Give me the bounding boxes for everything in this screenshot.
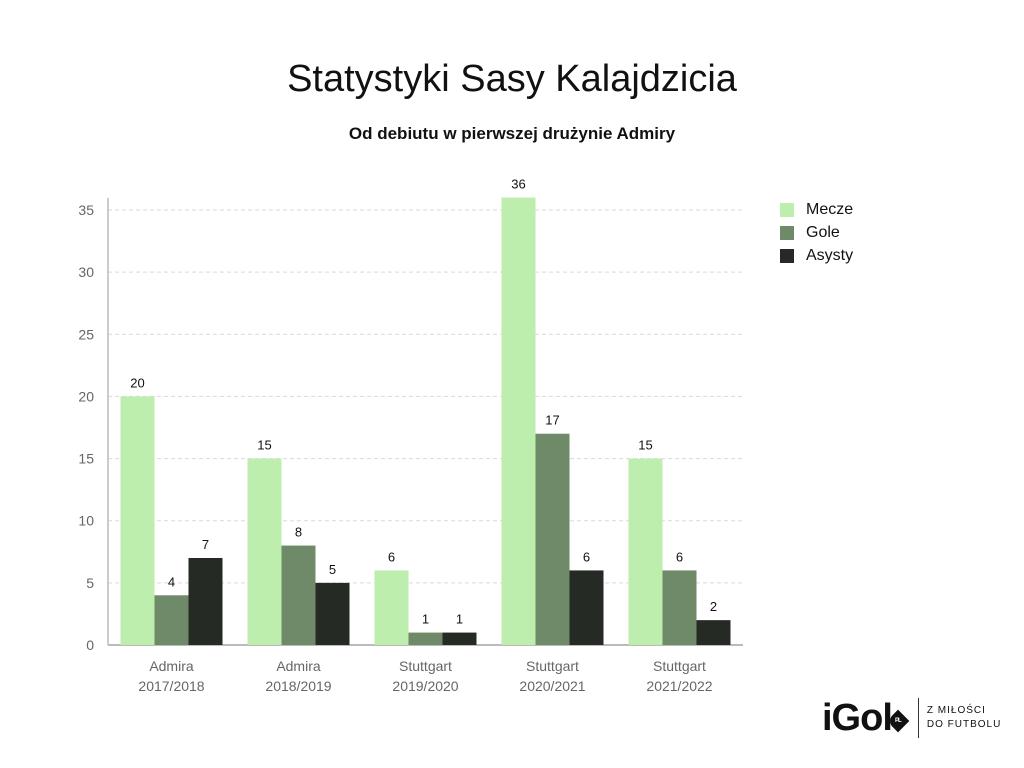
data-label: 15 — [638, 438, 652, 453]
legend-swatch-gole — [780, 226, 794, 240]
y-tick-label: 10 — [78, 513, 94, 529]
legend: Mecze Gole Asysty — [780, 199, 853, 268]
legend-label-gole: Gole — [806, 224, 840, 241]
chart-subtitle: Od debiutu w pierwszej drużynie Admiry — [348, 124, 676, 143]
bar-asysty-1 — [315, 582, 350, 645]
data-label: 1 — [456, 612, 463, 627]
data-label: 20 — [130, 375, 144, 390]
data-label: 17 — [545, 413, 559, 428]
x-tick-label: 2018/2019 — [265, 678, 331, 694]
logo-wordmark: iGol PL — [822, 696, 910, 740]
bar-asysty-0 — [188, 558, 223, 645]
x-tick-label: Admira — [149, 658, 194, 674]
bar-mecze-0 — [120, 396, 155, 645]
x-tick-label: Stuttgart — [526, 658, 579, 674]
y-tick-label: 20 — [78, 388, 94, 404]
legend-label-mecze: Mecze — [806, 201, 854, 218]
x-tick-label: 2021/2022 — [646, 678, 712, 694]
x-tick-label: Admira — [276, 658, 321, 674]
y-tick-label: 15 — [78, 451, 94, 467]
data-label: 4 — [168, 574, 175, 589]
data-label: 2 — [710, 599, 717, 614]
y-tick-label: 0 — [86, 637, 94, 653]
x-tick-label: 2017/2018 — [138, 678, 204, 694]
y-tick-label: 35 — [78, 202, 94, 218]
bar-asysty-3 — [569, 570, 604, 645]
bar-mecze-3 — [501, 197, 536, 646]
y-tick-label: 5 — [86, 575, 94, 591]
x-tick-label: 2020/2021 — [519, 678, 585, 694]
bar-gole-2 — [408, 632, 443, 645]
data-label: 6 — [388, 549, 395, 564]
data-label: 6 — [583, 549, 590, 564]
data-label: 15 — [257, 438, 271, 453]
logo-tagline-line1: Z MIŁOŚCI — [926, 705, 986, 716]
bar-gole-0 — [154, 595, 189, 645]
data-label: 7 — [202, 537, 209, 552]
x-tick-label: 2019/2020 — [392, 678, 458, 694]
data-label: 36 — [511, 177, 525, 192]
chart-title: Statystyki Sasy Kalajdzicia — [287, 58, 737, 100]
logo-divider — [917, 698, 919, 738]
legend-item-mecze: Mecze — [780, 199, 853, 221]
legend-label-asysty: Asysty — [806, 247, 854, 264]
legend-swatch-asysty — [780, 249, 794, 263]
data-label: 6 — [676, 549, 683, 564]
data-label: 5 — [329, 562, 336, 577]
igol-logo: iGol PL Z MIŁOŚCI DO FUTBOLU — [822, 696, 1001, 740]
data-label: 8 — [295, 525, 302, 540]
logo-badge-text: PL — [895, 717, 901, 724]
logo-tagline: Z MIŁOŚCI DO FUTBOLU — [927, 704, 1001, 732]
data-label: 1 — [422, 612, 429, 627]
x-tick-label: Stuttgart — [653, 658, 706, 674]
bar-mecze-4 — [628, 458, 663, 645]
x-tick-label: Stuttgart — [399, 658, 452, 674]
bar-gole-4 — [662, 570, 697, 645]
logo-word: iGol — [822, 696, 893, 739]
legend-item-asysty: Asysty — [780, 245, 853, 267]
legend-item-gole: Gole — [780, 222, 853, 244]
bar-gole-1 — [281, 545, 316, 645]
y-tick-label: 30 — [78, 264, 94, 280]
bar-gole-3 — [535, 433, 570, 645]
legend-swatch-mecze — [780, 203, 794, 217]
bar-asysty-4 — [696, 620, 731, 645]
bar-mecze-1 — [247, 458, 282, 645]
y-tick-label: 25 — [78, 326, 94, 342]
logo-tagline-line2: DO FUTBOLU — [926, 719, 1002, 730]
bar-asysty-2 — [442, 632, 477, 645]
bar-mecze-2 — [374, 570, 409, 645]
